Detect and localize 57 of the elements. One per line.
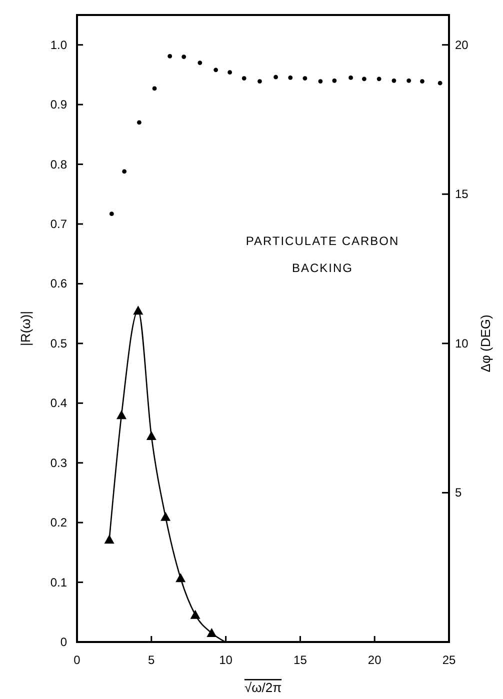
y-tick-label: 0.8: [50, 157, 68, 172]
x-tick-label: 15: [294, 653, 308, 667]
point: [176, 573, 186, 582]
point: [438, 80, 442, 86]
point: [376, 76, 382, 82]
point: [109, 212, 114, 216]
x-tick-label: 5: [148, 653, 156, 667]
point: [182, 54, 186, 59]
y2-tick-label: 20: [455, 38, 469, 52]
point: [228, 70, 232, 75]
point: [302, 76, 308, 80]
y-tick-label: 0.9: [50, 98, 68, 112]
point: [104, 534, 114, 544]
annotation: PARTICULATE CARBON: [246, 234, 400, 248]
y2-axis-title: Δφ (DEG): [478, 314, 493, 372]
y-tick-label: 0.4: [50, 396, 68, 410]
y2-tick-label: 5: [455, 486, 462, 500]
x-tick-label: 20: [368, 653, 382, 667]
y-tick-label: 0: [60, 635, 68, 649]
point: [362, 76, 366, 82]
point: [214, 68, 218, 72]
point: [406, 78, 412, 83]
x-axis-title: √ω/2π: [244, 680, 282, 695]
point: [152, 86, 157, 91]
y-tick-label: 0.5: [50, 336, 68, 350]
point: [392, 78, 396, 83]
point: [198, 60, 202, 65]
x-tick-label: 25: [442, 653, 456, 667]
y-tick-label: 0.6: [50, 276, 68, 291]
point: [258, 79, 262, 84]
point: [146, 430, 156, 440]
annotation: BACKING: [292, 261, 354, 275]
x-tick-label: 0: [74, 653, 81, 667]
point: [168, 54, 172, 58]
point: [116, 410, 126, 420]
point: [122, 169, 127, 174]
point: [133, 306, 144, 315]
point: [160, 512, 171, 521]
point: [274, 74, 278, 80]
y-tick-label: 0.7: [50, 217, 68, 231]
y-tick-label: 0.1: [50, 575, 68, 590]
point: [206, 628, 217, 638]
y-tick-label: 0.3: [50, 456, 68, 470]
x-tick-label: 10: [219, 653, 233, 667]
point: [288, 76, 293, 80]
point: [137, 120, 142, 125]
y2-tick-label: 10: [455, 336, 469, 350]
point: [420, 79, 424, 84]
y2-tick-label: 15: [455, 187, 469, 202]
y-axis-title: |R(ω)|: [18, 311, 33, 346]
point: [332, 78, 337, 83]
y-tick-label: 1.0: [50, 38, 68, 52]
point: [318, 79, 323, 84]
point: [190, 610, 200, 619]
point: [348, 76, 353, 80]
point: [242, 76, 246, 80]
y-tick-label: 0.2: [50, 516, 68, 530]
